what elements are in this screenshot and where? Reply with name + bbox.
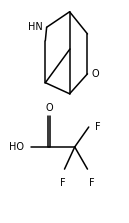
Text: F: F [95,122,101,132]
Text: F: F [89,178,94,188]
Text: HO: HO [9,142,24,152]
Text: F: F [60,178,66,188]
Text: HN: HN [28,22,43,32]
Text: O: O [45,103,53,113]
Text: O: O [91,69,99,79]
